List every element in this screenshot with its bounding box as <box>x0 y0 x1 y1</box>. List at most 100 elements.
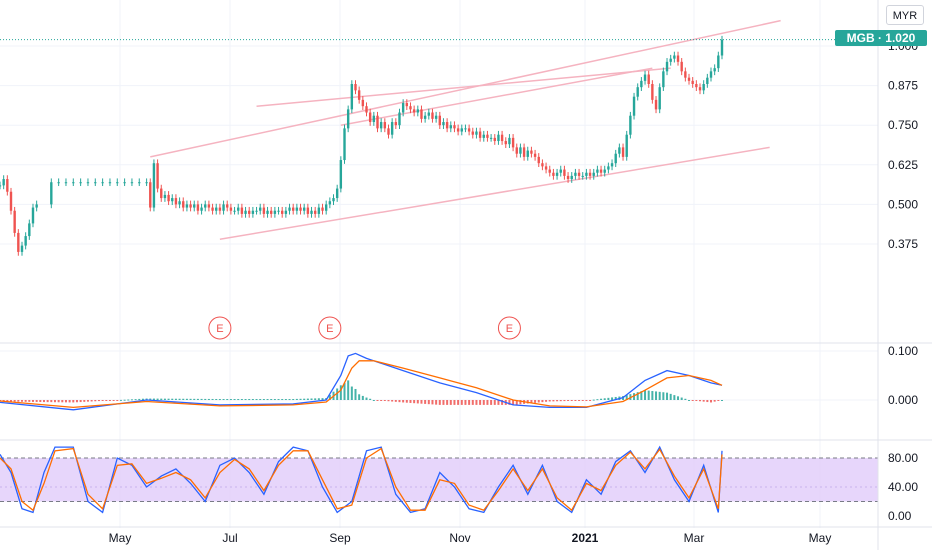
candle-body <box>31 207 35 224</box>
candle-body <box>423 115 427 119</box>
macd-bar <box>512 400 515 405</box>
macd-bar <box>519 400 522 405</box>
candle-body <box>438 115 441 126</box>
price-tick-label: 0.375 <box>888 237 918 251</box>
macd-bar <box>343 382 346 400</box>
macd-bar <box>592 399 595 401</box>
candle-body <box>354 84 357 91</box>
macd-bar <box>578 400 581 401</box>
candle-body <box>273 210 277 214</box>
candle-body <box>555 172 559 176</box>
candle-body <box>233 210 236 212</box>
macd-bar <box>669 393 672 400</box>
macd-bar <box>515 400 518 405</box>
candle-body <box>28 223 31 237</box>
candle-body <box>306 207 310 214</box>
candle-body <box>390 122 394 135</box>
candle-body <box>0 185 2 187</box>
candle-body <box>35 204 38 208</box>
candle-body <box>288 207 291 211</box>
candle-body <box>530 150 533 154</box>
macd-bar <box>376 400 379 401</box>
macd-bar <box>372 400 375 401</box>
candle-body <box>145 182 148 184</box>
macd-bar <box>207 398 210 400</box>
candle-body <box>310 210 313 214</box>
macd-bar <box>328 394 331 400</box>
macd-bar <box>369 398 372 400</box>
macd-bar <box>255 399 258 401</box>
macd-bar <box>383 400 386 401</box>
macd-bar <box>490 400 493 405</box>
macd-bar <box>655 391 658 400</box>
macd-bar <box>270 399 273 401</box>
earnings-marker <box>497 316 521 340</box>
candle-body <box>658 87 661 110</box>
macd-bar <box>288 399 291 401</box>
candle-body <box>610 163 614 167</box>
candle-body <box>706 77 709 85</box>
candle-body <box>478 131 482 138</box>
macd-bar <box>336 388 339 400</box>
macd-bar <box>600 398 603 400</box>
candle-body <box>548 169 551 173</box>
macd-bar <box>585 400 588 401</box>
candle-body <box>160 188 163 199</box>
candle-body <box>218 207 222 211</box>
candle-body <box>240 207 244 214</box>
macd-bar <box>567 400 570 401</box>
candle-body <box>405 103 409 107</box>
macd-bar <box>413 400 416 404</box>
macd-bar <box>409 400 412 403</box>
macd-tick-label: 0.100 <box>888 344 918 358</box>
macd-bar <box>460 400 463 405</box>
macd-bar <box>90 400 93 402</box>
stoch-tick-label: 80.00 <box>888 451 918 465</box>
candle-body <box>445 122 449 129</box>
macd-bar <box>358 394 361 400</box>
candle-body <box>138 182 141 184</box>
macd-bar <box>424 400 427 404</box>
candle-body <box>669 58 672 62</box>
macd-bar <box>46 400 49 403</box>
candle-body <box>94 182 97 184</box>
candle-body <box>101 182 104 184</box>
macd-bar <box>427 400 430 405</box>
channel-line <box>256 67 671 107</box>
macd-bar <box>42 400 45 403</box>
macd-bar <box>152 398 155 400</box>
macd-bar <box>640 391 643 400</box>
candle-body <box>116 182 119 184</box>
macd-bar <box>695 400 698 401</box>
candle-body <box>398 112 401 126</box>
macd-bar <box>222 399 225 401</box>
macd-bar <box>394 400 397 402</box>
candle-body <box>676 55 680 62</box>
macd-bar <box>189 398 192 400</box>
candle-body <box>339 160 343 189</box>
candle-body <box>13 210 16 233</box>
candle-body <box>174 198 178 205</box>
time-tick-label: 2021 <box>572 531 599 545</box>
earnings-marker <box>318 316 342 340</box>
currency-button[interactable]: MYR <box>886 5 924 25</box>
macd-bar <box>501 400 504 405</box>
candle-body <box>251 210 255 214</box>
macd-bar <box>17 400 20 402</box>
macd-bar <box>442 400 445 405</box>
price-tick-label: 0.875 <box>888 79 918 93</box>
macd-bar <box>321 398 324 400</box>
candle-body <box>680 61 683 72</box>
macd-bar <box>537 400 540 403</box>
last-price-tag: MGB · 1.020 <box>835 30 927 46</box>
candle-body <box>596 169 599 173</box>
candle-body <box>702 84 705 91</box>
macd-bar <box>710 400 713 403</box>
macd-bar <box>691 400 694 401</box>
candle-body <box>50 182 53 205</box>
trend-channel <box>150 19 781 240</box>
candle-body <box>357 90 361 100</box>
macd-bar <box>380 400 383 401</box>
